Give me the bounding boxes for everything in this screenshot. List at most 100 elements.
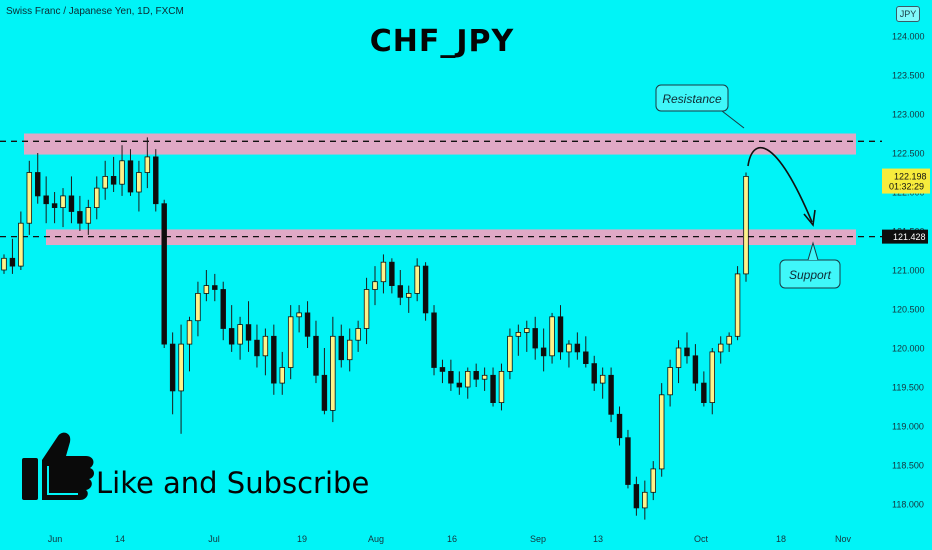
time-tick: Aug [368,534,384,544]
arrowhead-icon [803,209,816,227]
last-price-value: 122.198 [894,172,927,182]
candle [616,406,623,446]
candle [43,176,49,224]
candle [51,192,58,224]
candle [532,316,538,360]
support-callout: Support [779,241,841,289]
currency-badge[interactable]: JPY [896,6,920,22]
candle [692,344,699,391]
candle [574,332,581,360]
candle [583,336,589,368]
resistance-zone [24,133,856,155]
candle [422,262,429,321]
candle [355,320,361,352]
candle [9,238,16,274]
time-tick: 19 [297,534,307,544]
candle [304,301,311,348]
candle [338,324,344,368]
candle [549,312,555,364]
candle [591,355,597,391]
support-price-value: 121.428 [893,232,926,242]
candle [658,383,665,477]
annotations-layer: Resistance Support [655,84,841,289]
candle [313,320,319,384]
candle [85,199,92,235]
candle [203,270,210,302]
candle [262,328,269,376]
candle [195,281,201,337]
candle [279,351,285,395]
promo-text: Like and Subscribe [96,466,370,500]
time-tick: 16 [447,534,457,544]
candle [456,371,463,395]
symbol-header: Swiss Franc / Japanese Yen, 1D, FXCM [6,6,184,17]
candle [642,480,648,520]
candle [540,328,547,372]
candle [439,359,446,384]
candle [625,429,631,489]
price-tick: 118.500 [892,461,924,471]
candle [448,359,454,391]
price-tick: 123.500 [892,71,925,81]
candle [743,172,749,282]
resistance-label: Resistance [662,92,722,106]
candle [228,305,235,352]
candle [473,363,479,387]
candle [667,359,673,407]
thumbs-up-icon [22,432,95,500]
price-tick: 122.500 [892,149,925,159]
bar-countdown: 01:32:29 [889,182,924,192]
candle [60,188,66,228]
candle [507,328,513,380]
candle [237,316,243,360]
candle [153,149,159,212]
time-tick: Oct [694,534,709,544]
candle [608,367,614,423]
price-tick: 121.000 [892,266,925,276]
candle [701,371,707,407]
candle [709,348,715,415]
candle [68,176,75,224]
candle [734,266,741,341]
candle [110,156,117,192]
candle [650,461,656,501]
candle [254,324,260,368]
price-tick: 120.000 [892,344,925,354]
candle [119,145,125,196]
candle [481,367,488,391]
candle [380,254,387,294]
candle [726,332,732,352]
candle [287,305,294,380]
candle [102,160,108,200]
candle [144,137,151,189]
candle [431,305,437,376]
time-axis[interactable]: Jun 14 Jul 19 Aug 16 Sep 13 Oct 18 Nov [48,534,852,544]
zones-layer [24,133,856,246]
candle [1,254,7,274]
candle [161,199,167,348]
candle [212,273,218,302]
candle [26,160,33,235]
price-tick: 119.500 [892,383,924,393]
price-tick: 124.000 [892,32,925,42]
candle [245,301,252,352]
candle [330,316,336,423]
candle [169,332,176,415]
time-tick: 18 [776,534,786,544]
candle [515,324,522,356]
resistance-callout: Resistance [655,84,745,129]
candle [675,340,682,384]
time-tick: Nov [835,534,852,544]
candle [397,270,404,306]
price-tick: 119.000 [892,422,924,432]
candle [94,176,100,220]
candle [346,328,353,372]
support-price-tag: 121.428 [882,229,928,244]
candles-layer [1,137,749,520]
price-axis[interactable]: 124.000123.500123.000122.500122.000121.5… [892,32,925,510]
candle [18,211,24,270]
candle [363,277,370,345]
candle [271,324,277,395]
